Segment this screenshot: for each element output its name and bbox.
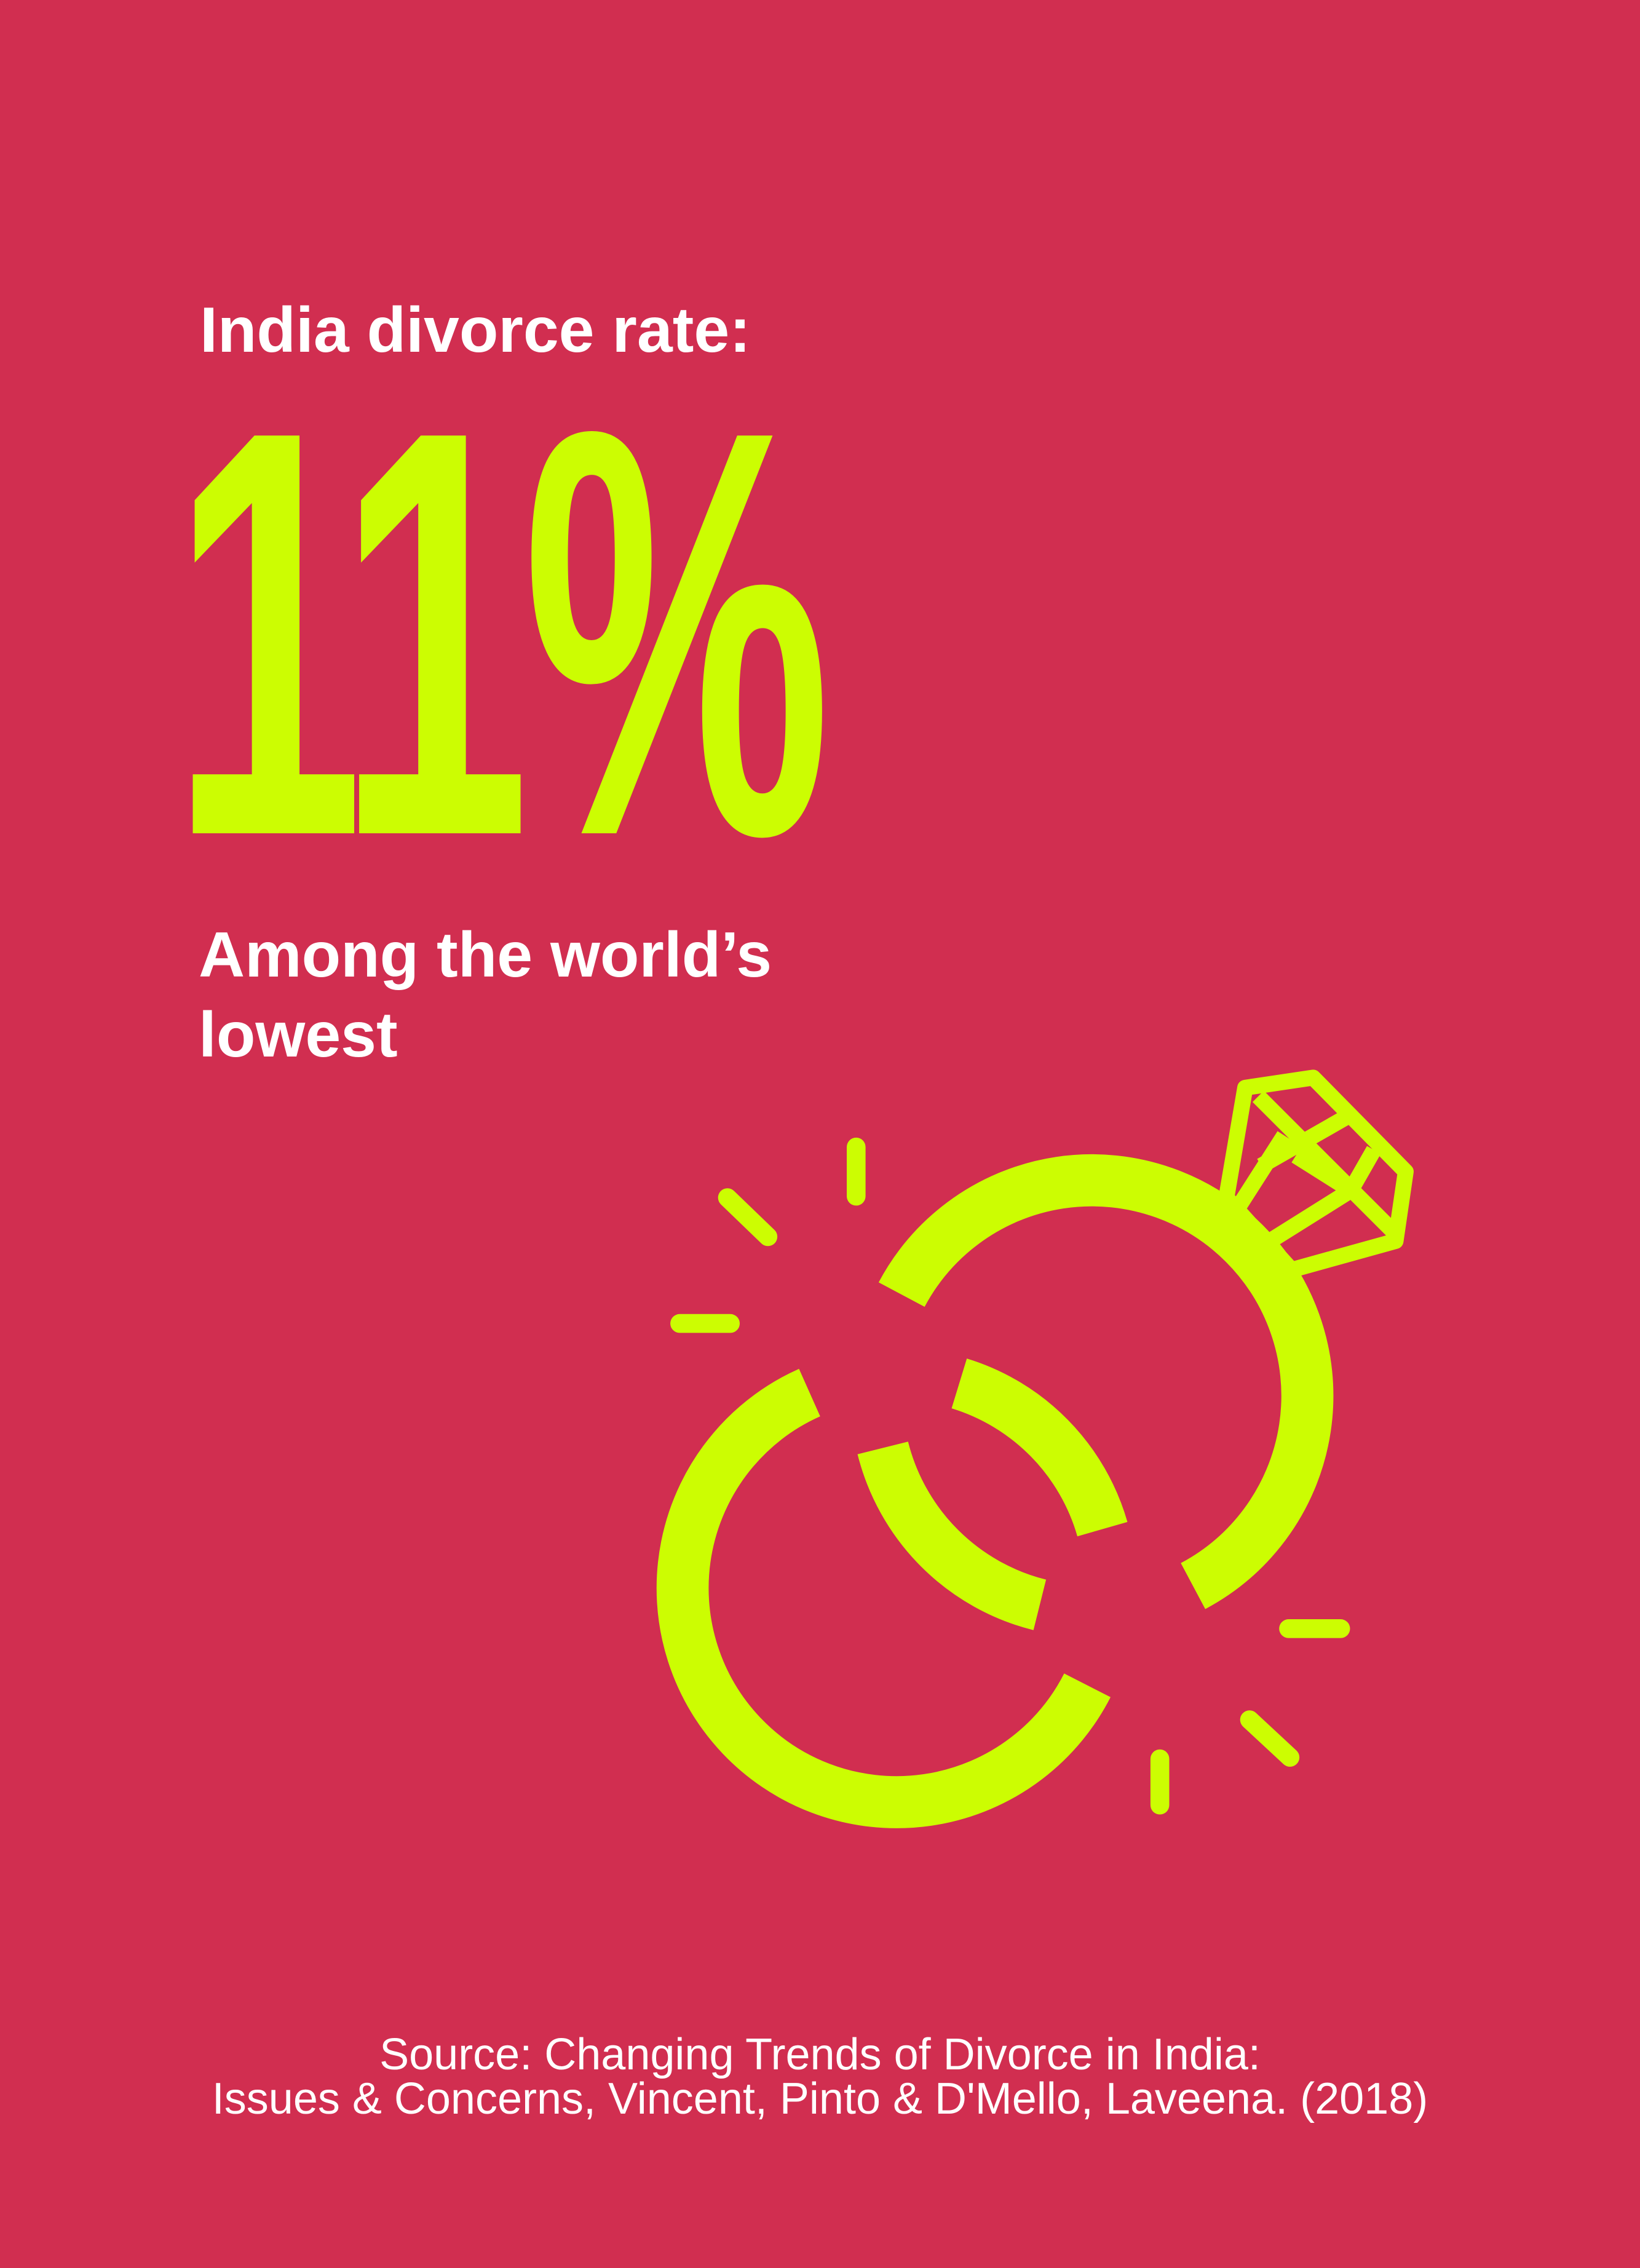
big-ring-inner-arc: [857, 1441, 1047, 1630]
diamond-icon: [1218, 1069, 1414, 1279]
big-ring-main-arc: [878, 1154, 1334, 1609]
subtitle-line-2: lowest: [199, 999, 398, 1071]
small-ring-main-arc: [656, 1368, 1111, 1828]
source-line-2: Issues & Concerns, Vincent, Pinto & D'Me…: [212, 2074, 1428, 2123]
headline: India divorce rate:: [200, 295, 751, 366]
source-line-1: Source: Changing Trends of Divorce in In…: [379, 2030, 1261, 2079]
sparkle-lines: [670, 1137, 1350, 1815]
small-ring-inner-arc: [951, 1358, 1128, 1537]
source-citation: Source: Changing Trends of Divorce in In…: [0, 2032, 1640, 2121]
subtitle-line-1: Among the world’s: [199, 919, 772, 991]
divorce-rate-value: 11%: [171, 311, 831, 956]
subtitle: Among the world’s lowest: [199, 915, 772, 1075]
